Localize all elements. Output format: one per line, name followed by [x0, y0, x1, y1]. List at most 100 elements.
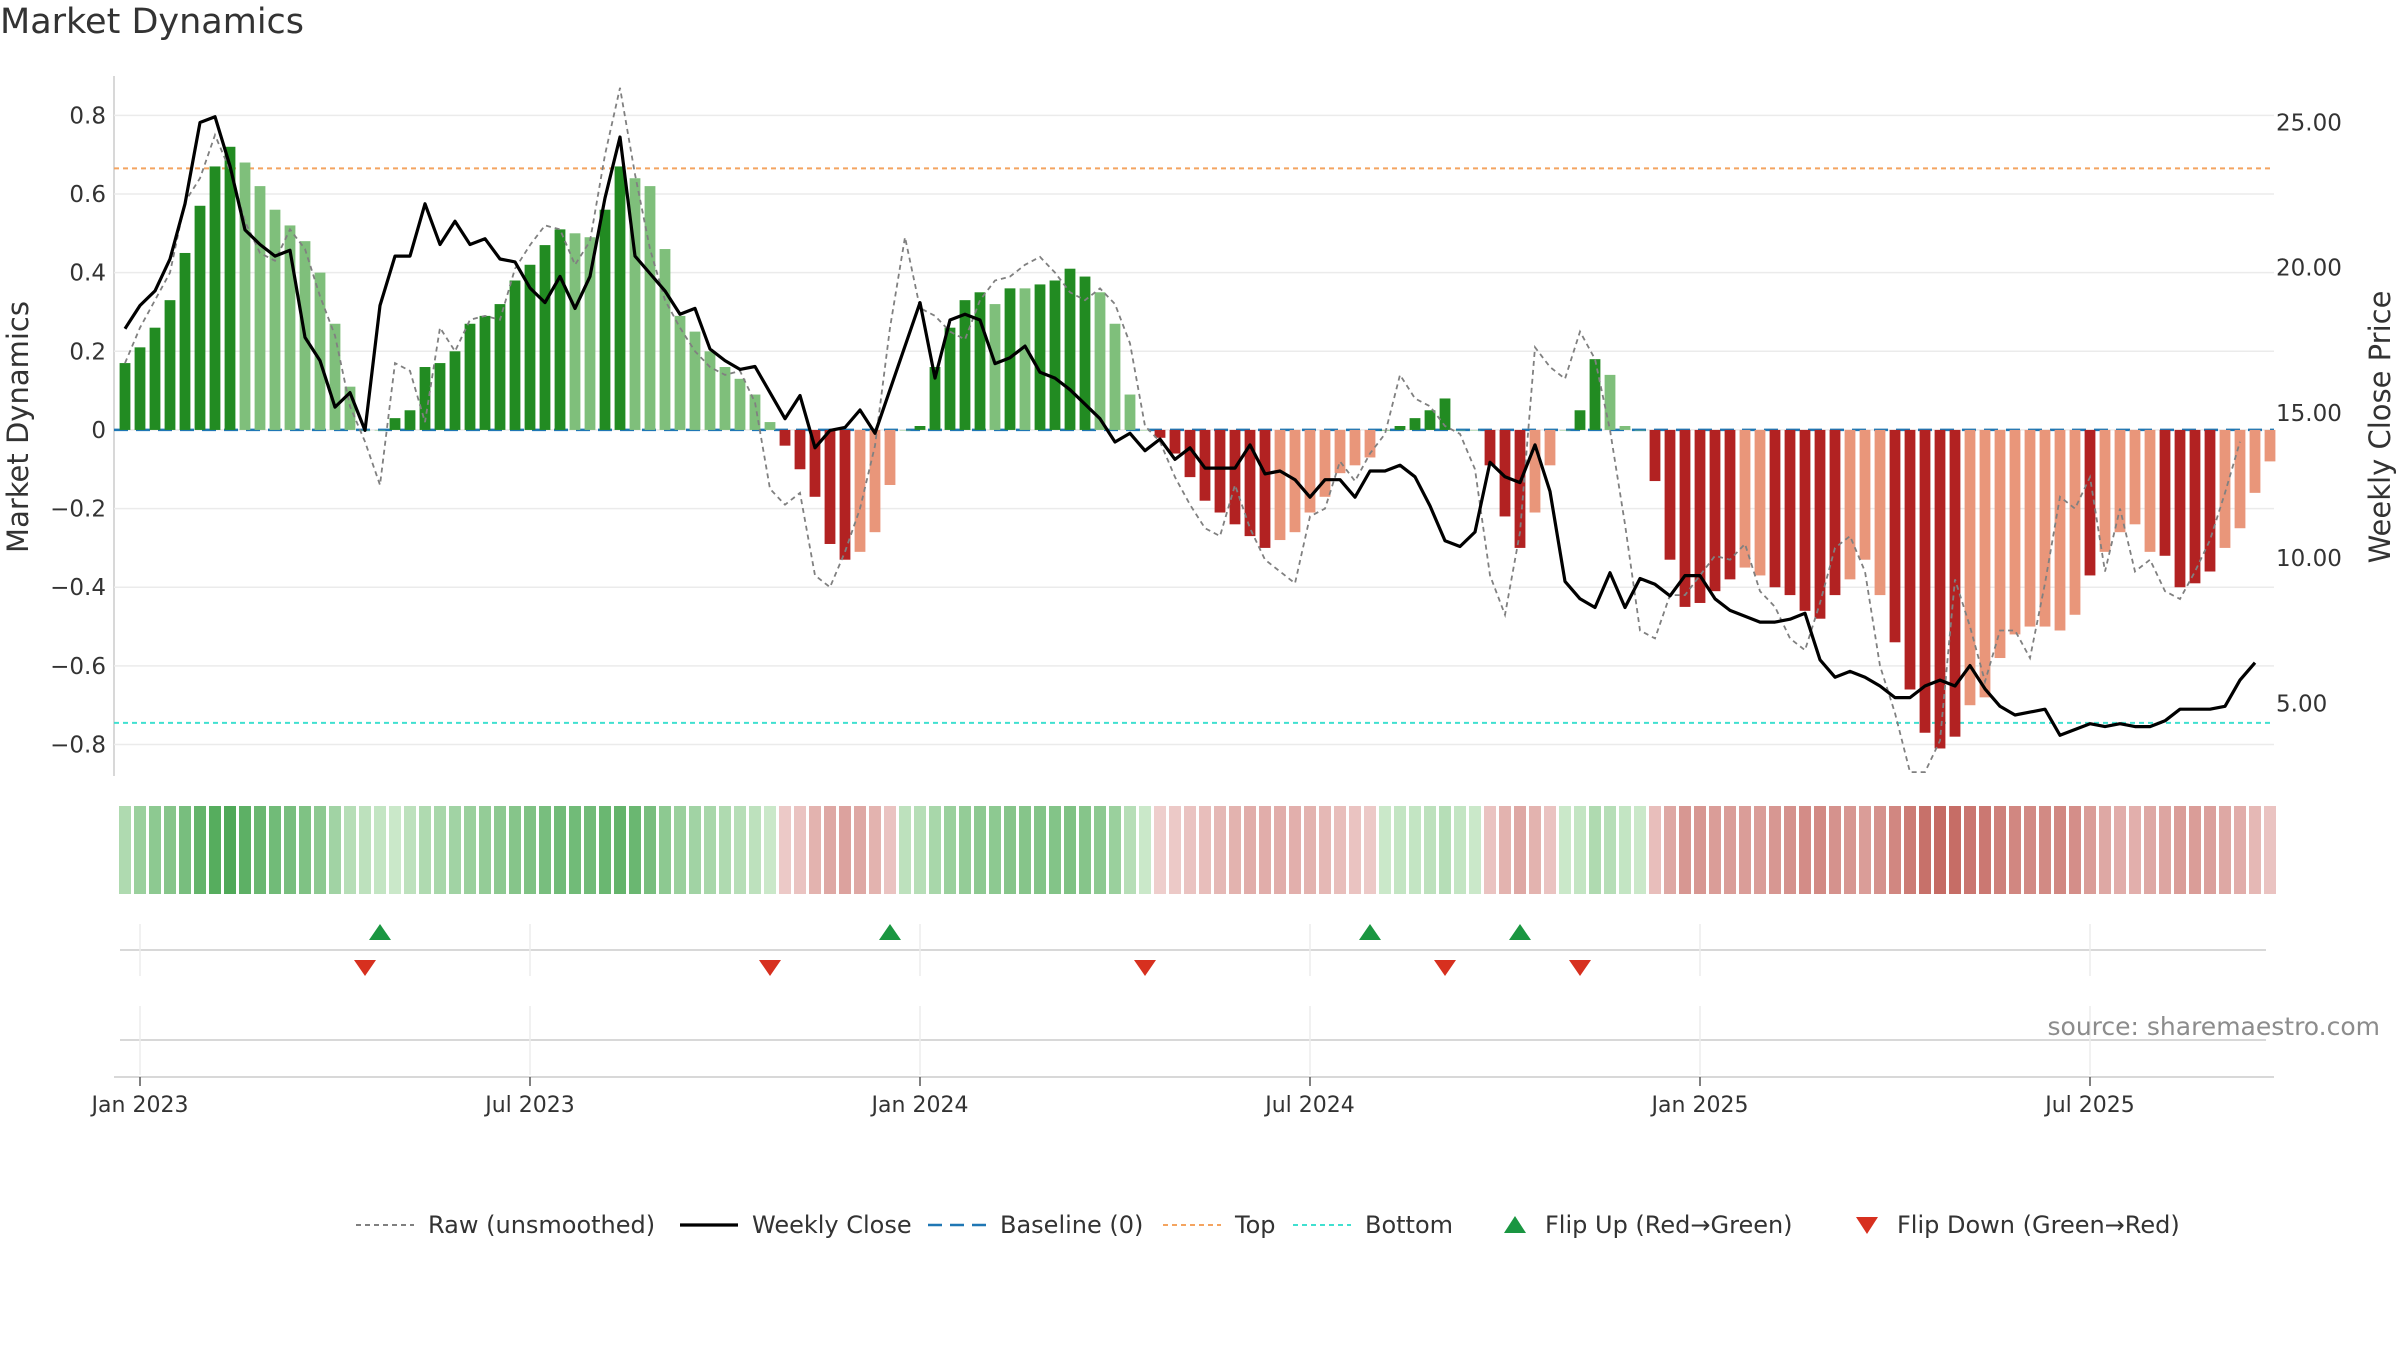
rating-cell — [2234, 806, 2246, 894]
rating-cell — [1979, 806, 1991, 894]
rating-cell — [449, 806, 461, 894]
y-tick-label: −0.6 — [50, 654, 106, 680]
dynamics-bar — [1904, 429, 1916, 690]
rating-cell — [1619, 806, 1631, 894]
dynamics-bar — [1649, 429, 1661, 482]
flip-up-marker — [1359, 924, 1381, 940]
dynamics-bar — [1484, 429, 1496, 466]
dynamics-bar — [659, 249, 671, 430]
rating-cell — [1544, 806, 1556, 894]
dynamics-bar — [914, 426, 926, 430]
dynamics-bar — [569, 233, 581, 430]
dynamics-bar — [1049, 280, 1061, 430]
rating-cell — [2024, 806, 2036, 894]
rating-cell — [1199, 806, 1211, 894]
dynamics-bar — [1709, 429, 1721, 592]
dynamics-bar — [2189, 429, 2201, 584]
dynamics-bar — [2084, 429, 2096, 576]
dynamics-bar — [1379, 429, 1391, 431]
y-tick-label: −0.4 — [50, 575, 106, 601]
dynamics-bar — [1844, 429, 1856, 580]
rating-cell — [1724, 806, 1736, 894]
rating-cell — [2069, 806, 2081, 894]
dynamics-bar — [2219, 429, 2231, 548]
dynamics-bar — [2204, 429, 2216, 572]
dynamics-bar — [764, 422, 776, 430]
dynamics-bar — [2159, 429, 2171, 556]
rating-cell — [254, 806, 266, 894]
dynamics-bar — [1169, 429, 1181, 454]
dynamics-bar — [524, 264, 536, 430]
rating-cell — [1424, 806, 1436, 894]
rating-cell — [1319, 806, 1331, 894]
dynamics-bar — [449, 351, 461, 430]
dynamics-bar — [584, 237, 596, 430]
x-tick-label: Jul 2025 — [2043, 1093, 2135, 1118]
rating-cell — [794, 806, 806, 894]
dynamics-bar — [149, 327, 161, 430]
dynamics-bar — [179, 252, 191, 430]
rating-cell — [1484, 806, 1496, 894]
dynamics-bar — [389, 418, 401, 430]
y2-tick-label: 20.00 — [2276, 256, 2342, 282]
legend-label: Raw (unsmoothed) — [428, 1211, 655, 1239]
dynamics-bar — [254, 186, 266, 430]
flip-up-marker — [1509, 924, 1531, 940]
rating-cell — [434, 806, 446, 894]
rating-cell — [2039, 806, 2051, 894]
dynamics-bar — [1079, 276, 1091, 430]
rating-cell — [1379, 806, 1391, 894]
dynamics-bar — [689, 331, 701, 430]
rating-cell — [1334, 806, 1346, 894]
rating-cell — [1214, 806, 1226, 894]
dynamics-bar — [314, 272, 326, 430]
dynamics-bar — [329, 323, 341, 430]
rating-cell — [2099, 806, 2111, 894]
dynamics-bar — [1559, 429, 1571, 431]
rating-cell — [1079, 806, 1091, 894]
rating-cell — [1124, 806, 1136, 894]
dynamics-bar — [1034, 284, 1046, 430]
series-lines — [123, 87, 2257, 773]
dynamics-bar — [1919, 429, 1931, 733]
rating-cell — [1994, 806, 2006, 894]
rating-cell — [1829, 806, 1841, 894]
dynamics-bar — [2054, 429, 2066, 631]
rating-cell — [1574, 806, 1586, 894]
dynamics-bar — [929, 367, 941, 430]
dynamics-bar — [1829, 429, 1841, 596]
dynamics-bar — [1514, 429, 1526, 548]
rating-cell — [614, 806, 626, 894]
dynamics-bar — [119, 363, 131, 430]
rating-cell — [749, 806, 761, 894]
dynamics-bar — [209, 166, 221, 430]
dynamics-bar — [269, 209, 281, 430]
rating-cell — [164, 806, 176, 894]
rating-cell — [1004, 806, 1016, 894]
rating-cell — [869, 806, 881, 894]
rating-cell — [584, 806, 596, 894]
rating-cell — [269, 806, 281, 894]
rating-cell — [989, 806, 1001, 894]
dynamics-bar — [1124, 394, 1136, 430]
dynamics-bar — [1964, 429, 1976, 706]
dynamics-bar — [1874, 429, 1886, 596]
dynamics-bar — [1394, 426, 1406, 430]
dynamics-bar — [1859, 429, 1871, 560]
dynamics-bar — [194, 205, 206, 430]
rating-cell — [2159, 806, 2171, 894]
dynamics-bar — [1064, 268, 1076, 430]
rating-cell — [1154, 806, 1166, 894]
x-tick-label: Jan 2025 — [1650, 1093, 1749, 1118]
rating-cell — [1739, 806, 1751, 894]
rating-cell — [2249, 806, 2261, 894]
dynamics-bars — [119, 146, 2276, 749]
y2-tick-label: 5.00 — [2276, 691, 2327, 717]
y2-axis-title: Weekly Close Price — [2363, 291, 2397, 564]
flip-up-marker — [879, 924, 901, 940]
dynamics-bar — [1304, 429, 1316, 513]
dynamics-bar — [239, 162, 251, 430]
dynamics-bar — [554, 229, 566, 430]
dynamics-bar — [944, 327, 956, 430]
